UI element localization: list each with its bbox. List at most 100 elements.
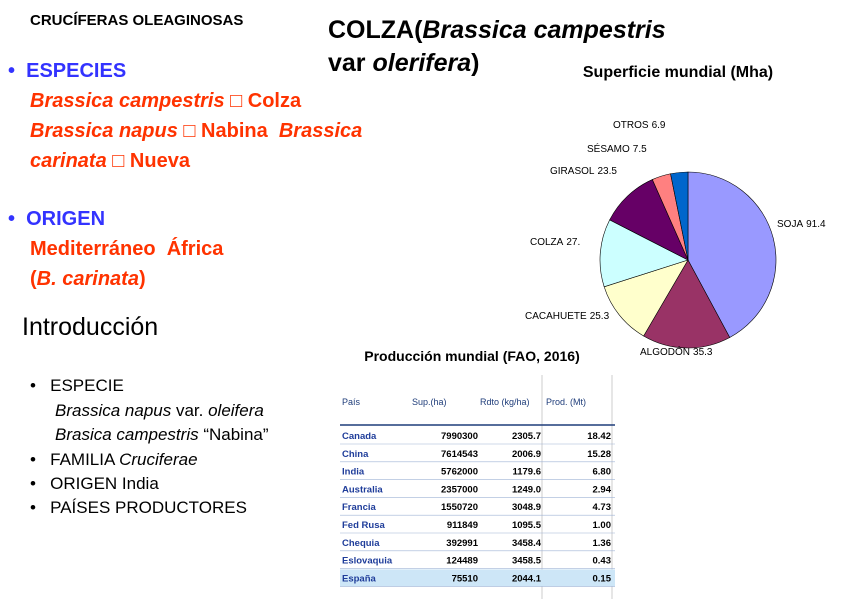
table-cell: 1249.0 — [512, 484, 541, 495]
table-cell: 0.15 — [593, 573, 612, 584]
table-cell: 15.28 — [587, 449, 611, 460]
table-header: Rdto (kg/ha) — [480, 397, 530, 407]
slice-label: COLZA 27. — [530, 237, 580, 248]
heading-text: ESPECIES — [26, 60, 127, 82]
table-cell: 3458.4 — [512, 538, 542, 549]
table-cell: España — [342, 573, 377, 584]
table-cell: 1.00 — [593, 520, 612, 531]
text: Brassica napus — [55, 401, 172, 420]
table-cell: 7990300 — [441, 431, 478, 442]
table-cell: 7614543 — [441, 449, 478, 460]
left-title: CRUCÍFERAS OLEAGINOSAS — [30, 12, 244, 29]
pie-slice — [599, 219, 689, 288]
text: Brassica napus — [30, 120, 178, 142]
table-cell: 6.80 — [593, 467, 612, 478]
title-part: ) — [471, 49, 480, 77]
intro-title: Introducción — [22, 313, 159, 341]
text: oleifera — [208, 401, 264, 420]
species-line: Brassica campestris □ Colza — [30, 90, 301, 113]
origin-heading: • ORIGEN — [8, 208, 106, 230]
slice-value: 25.3 — [590, 311, 610, 322]
table-header: Prod. (Mt) — [546, 397, 586, 407]
species-line: carinata □ Nueva — [30, 150, 190, 173]
table-cell: 3458.5 — [512, 556, 542, 567]
species-heading: • ESPECIES — [8, 60, 127, 82]
slice-name: OTROS — [613, 120, 649, 131]
table-cell: 1550720 — [441, 502, 478, 513]
table-cell: China — [342, 449, 369, 460]
text: Brasica campestris — [55, 425, 199, 444]
slice-name: GIRASOL — [550, 166, 595, 177]
text: □ Nueva — [106, 150, 190, 172]
table-cell: Eslovaquia — [342, 556, 393, 567]
slice-name: COLZA — [530, 237, 564, 248]
table-cell: Francia — [342, 502, 377, 513]
text: Cruciferae — [119, 450, 198, 469]
table-cell: 392991 — [446, 538, 478, 549]
list-subline: Brassica napus var. oleifera — [55, 401, 264, 421]
text: Brassica — [278, 120, 363, 142]
text: var. — [171, 401, 209, 420]
slice-label: OTROS 6.9 — [613, 120, 666, 131]
species-line: Brassica napus □ Nabina Brassica — [30, 120, 362, 143]
title-part: Brassica campestris — [422, 16, 666, 44]
table-cell: Chequia — [342, 538, 380, 549]
slice-label: SÉSAMO 7.5 — [587, 142, 647, 155]
table-cell: 5762000 — [441, 467, 478, 478]
text: ESPECIE — [50, 376, 124, 395]
pie-slice — [643, 259, 731, 349]
slice-label: GIRASOL 23.5 — [550, 166, 617, 177]
slice-label: SOJA 91.4 — [777, 219, 826, 230]
table-cell: 1.36 — [593, 538, 612, 549]
text: ) — [138, 268, 146, 290]
title-part: COLZA( — [328, 16, 423, 44]
slice-name: SOJA — [777, 219, 803, 230]
table-cell: 18.42 — [587, 431, 611, 442]
table-cell: 2044.1 — [512, 573, 542, 584]
table-cell: 1095.5 — [512, 520, 542, 531]
row-highlight — [340, 569, 615, 587]
slice-label: CACAHUETE 25.3 — [525, 311, 610, 322]
heading-text: ORIGEN — [26, 208, 106, 230]
text: □ Colza — [224, 90, 302, 112]
table-cell: 75510 — [452, 573, 478, 584]
text: carinata — [30, 150, 107, 172]
table-cell: Canada — [342, 431, 377, 442]
pie-slice — [687, 171, 777, 338]
table-cell: India — [342, 467, 365, 478]
table-title: Producción mundial (FAO, 2016) — [364, 348, 579, 364]
slice-name: CACAHUETE — [525, 311, 587, 322]
table-cell: 4.73 — [593, 502, 612, 513]
text: ORIGEN India — [50, 474, 159, 493]
pie-slice — [603, 259, 689, 337]
slice-name: SÉSAMO — [587, 142, 630, 155]
table-header: País — [342, 397, 361, 407]
table-cell: Fed Rusa — [342, 520, 385, 531]
text: Brassica campestris — [30, 90, 225, 112]
text: □ Nabina — [177, 120, 279, 142]
pie-chart: Superficie mundial (Mha) SOJA 91.4 ALGODÓN… — [525, 64, 826, 358]
table-cell: 911849 — [447, 520, 478, 531]
table-cell: 2305.7 — [512, 431, 541, 442]
slice-value: 91.4 — [806, 219, 826, 230]
slice-value: 27. — [566, 237, 580, 248]
text: “Nabina” — [198, 425, 269, 444]
text: B. carinata — [36, 268, 139, 290]
slide-title: COLZA(Brassica campestris var olerifera) — [328, 14, 666, 80]
slice-name: ALGODÓN — [640, 345, 690, 358]
table-cell: 2.94 — [593, 484, 612, 495]
pie-slice — [670, 171, 689, 261]
title-part: olerifera — [372, 49, 472, 77]
table-cell: 2357000 — [441, 484, 478, 495]
text: FAMILIA — [50, 450, 120, 469]
table: Producción mundial (FAO, 2016) País Sup.(… — [340, 348, 615, 599]
slice-label: ALGODÓN 35.3 — [640, 345, 713, 358]
table-cell: 1179.6 — [512, 467, 541, 478]
table-cell: 0.43 — [593, 556, 612, 567]
slice-value: 6.9 — [652, 120, 666, 131]
slice-value: 35.3 — [693, 347, 713, 358]
slice-value: 23.5 — [597, 166, 617, 177]
table-header: Sup.(ha) — [412, 397, 447, 407]
slice-value: 7.5 — [633, 144, 647, 155]
